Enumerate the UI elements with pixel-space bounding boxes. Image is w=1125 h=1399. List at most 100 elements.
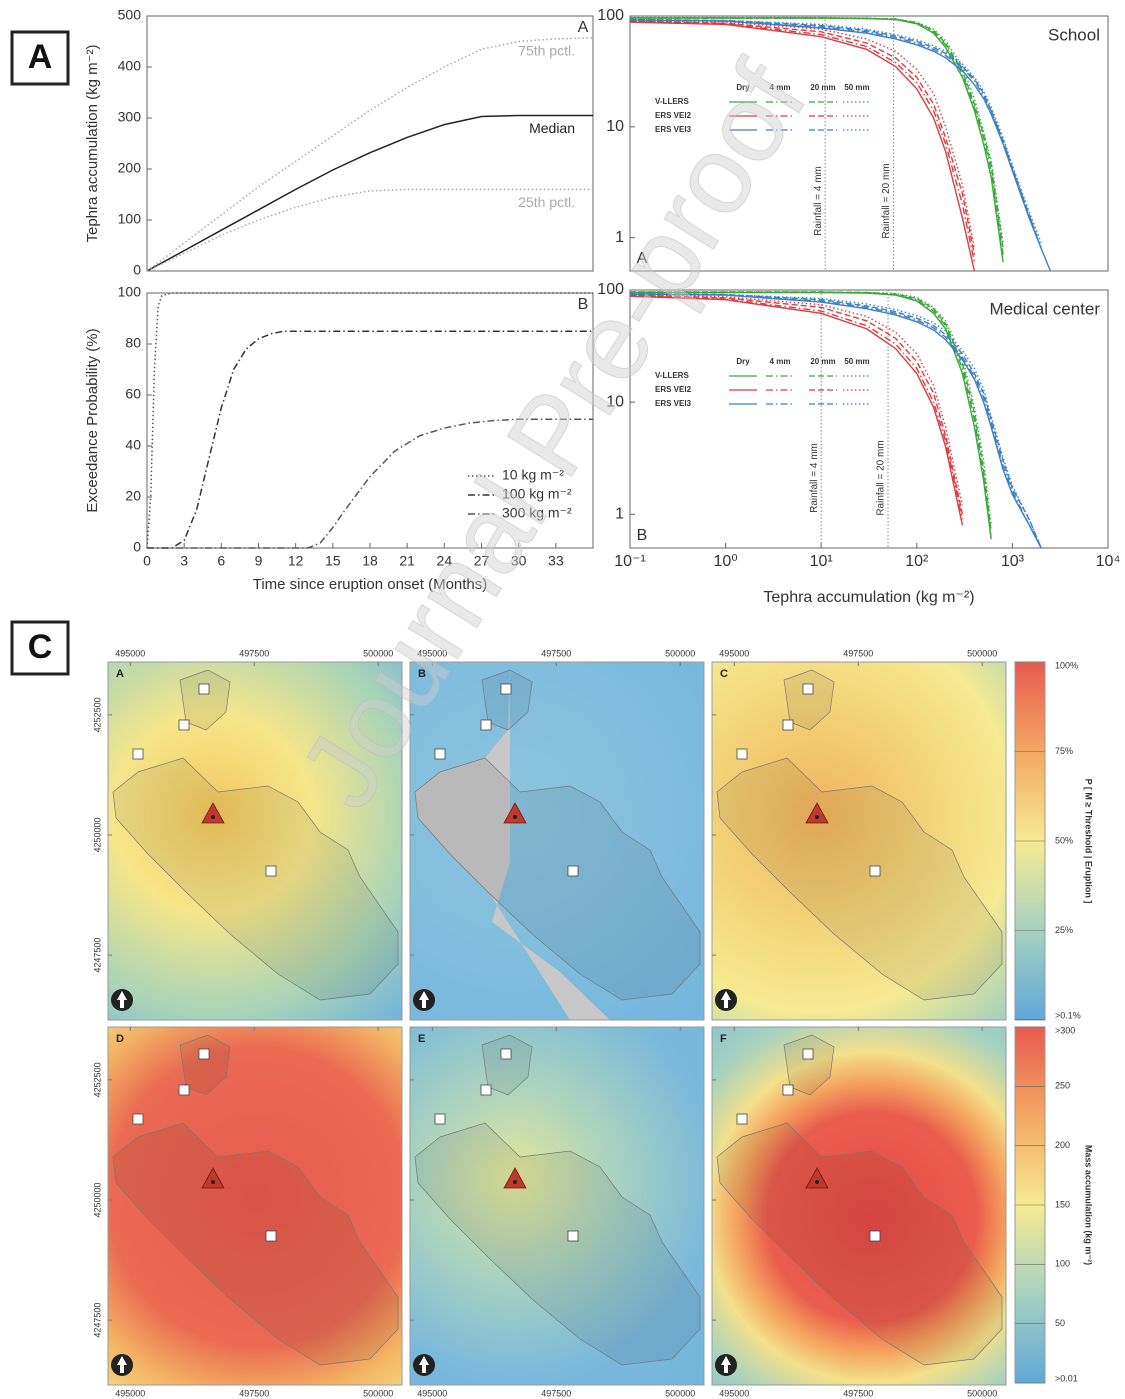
- legend-label: 100 kg m⁻²: [502, 486, 572, 502]
- legend-column: 4 mm: [770, 83, 791, 92]
- x-tick-label: 10⁻¹: [614, 553, 646, 570]
- map-x-tick-label: 500000: [665, 1388, 695, 1398]
- map-x-tick-label: 495000: [719, 1388, 749, 1398]
- facility-marker: [265, 865, 277, 877]
- map-panel-label: F: [720, 1033, 727, 1045]
- x-tick-label: 10⁴: [1096, 553, 1121, 570]
- y-tick-label: 400: [118, 58, 142, 74]
- x-tick-label: 15: [325, 553, 341, 569]
- y-tick-label: 200: [118, 160, 142, 176]
- north-arrow-head: [721, 991, 731, 1008]
- legend-label: V-LLERS: [655, 97, 689, 106]
- map-x-tick-label: 495000: [115, 648, 145, 658]
- facility-marker: [132, 748, 144, 760]
- vent-marker: [201, 1167, 225, 1189]
- legend-label: V-LLERS: [655, 371, 689, 380]
- map-y-tick-label: 4247500: [92, 938, 102, 973]
- x-tick-label: 10³: [1001, 553, 1025, 570]
- series-line: [629, 19, 1052, 272]
- north-arrow-head: [419, 991, 429, 1008]
- map-panel-label: C: [720, 668, 728, 680]
- y-tick-label: 1: [615, 505, 624, 522]
- map-x-tick-label: 495000: [719, 648, 749, 658]
- y-tick-label: 100: [118, 284, 142, 300]
- map-x-tick-label: 497500: [843, 648, 873, 658]
- series-line: [146, 114, 593, 272]
- map-frame: [409, 1026, 705, 1386]
- rainfall-label: Rainfall = 20 mm: [881, 163, 892, 238]
- legend-column: Dry: [736, 83, 750, 92]
- map-y-tick-label: 4250000: [92, 1182, 102, 1217]
- facility-marker: [869, 865, 881, 877]
- map-x-tick-label: 497500: [843, 1388, 873, 1398]
- y-tick-label: 0: [133, 539, 141, 555]
- x-tick-label: 9: [255, 553, 263, 569]
- plot-frame: [629, 289, 1109, 549]
- x-tick-label: 30: [511, 553, 527, 569]
- map-x-tick-label: 500000: [363, 648, 393, 658]
- series-line: [147, 330, 593, 549]
- series-line: [629, 293, 1042, 549]
- legend-label: ERS VEI2: [655, 385, 692, 394]
- y-axis-label: Tephra accumulation (kg m⁻²): [84, 45, 101, 243]
- panel-label: A: [578, 19, 589, 36]
- y-tick-label: 100: [597, 7, 624, 24]
- facility-marker: [198, 1048, 210, 1060]
- colorbar-title: Mass accumulation (kg m⁻²): [1084, 1145, 1094, 1265]
- colorbar-tick-label: 50%: [1055, 835, 1073, 845]
- rainfall-label: Rainfall = 4 mm: [809, 443, 820, 513]
- figure-label: A: [28, 38, 53, 76]
- y-tick-label: 100: [118, 211, 142, 227]
- map-panel: B 495000 497500 500000: [409, 648, 705, 1021]
- series-line: [147, 418, 593, 549]
- map-panel: F 495000 497500 500000: [711, 1026, 1007, 1398]
- x-tick-label: 10²: [905, 553, 929, 570]
- series-line: [629, 21, 976, 272]
- colorbar-tick-label: >300: [1055, 1025, 1075, 1035]
- north-arrow-head: [117, 991, 127, 1008]
- vent-dot: [815, 815, 819, 819]
- y-tick-label: 1: [615, 229, 624, 246]
- x-tick-label: 10⁰: [713, 553, 737, 570]
- legend-column: 20 mm: [810, 357, 835, 366]
- map-y-tick-label: 4250000: [92, 817, 102, 852]
- figure-label-box: [10, 620, 70, 676]
- plot-frame: [146, 292, 594, 549]
- vent-dot: [211, 815, 215, 819]
- chart-title: Medical center: [989, 299, 1100, 318]
- colorbar-tick-label: 25%: [1055, 925, 1073, 935]
- legend-column: 50 mm: [844, 83, 869, 92]
- map-frame: [711, 1026, 1007, 1386]
- x-axis-label: Time since eruption onset (Months): [253, 576, 488, 593]
- legend-label: ERS VEI2: [655, 111, 692, 120]
- vent-dot: [513, 1180, 517, 1184]
- series-line: [630, 17, 1004, 249]
- map-panel-label: E: [418, 1033, 425, 1045]
- colorbar-tick-label: 200: [1055, 1140, 1070, 1150]
- map-field: [108, 1027, 402, 1385]
- facility-marker: [500, 1048, 512, 1060]
- y-tick-label: 500: [118, 7, 142, 23]
- facility-marker: [480, 1084, 492, 1096]
- rainfall-label: Rainfall = 4 mm: [813, 166, 824, 236]
- north-arrow-head: [117, 1356, 127, 1373]
- colorbar-tick-label: 50: [1055, 1318, 1065, 1328]
- y-tick-label: 10: [606, 393, 624, 410]
- map-frame: [409, 661, 705, 1021]
- facility-marker: [178, 719, 190, 731]
- colorbar-tick-label: 100: [1055, 1259, 1070, 1269]
- map-x-tick-label: 500000: [967, 1388, 997, 1398]
- figure-label: C: [28, 628, 53, 666]
- facility-marker: [434, 1113, 446, 1125]
- colorbar-title: P [ M ≥ Threshold | Eruption ]: [1084, 779, 1094, 904]
- colorbar-tick-label: 75%: [1055, 746, 1073, 756]
- facility-marker: [480, 719, 492, 731]
- facility-marker: [782, 1084, 794, 1096]
- panel-label: B: [578, 296, 589, 313]
- map-panel: A 495000 497500 500000 4252500 4250000 4247500: [92, 648, 403, 1021]
- series-line: [629, 292, 1042, 549]
- y-axis-label: Exceedance Probability (%): [84, 328, 101, 512]
- rainfall-label: Rainfall = 20 mm: [876, 440, 887, 515]
- y-tick-label: 10: [606, 118, 624, 135]
